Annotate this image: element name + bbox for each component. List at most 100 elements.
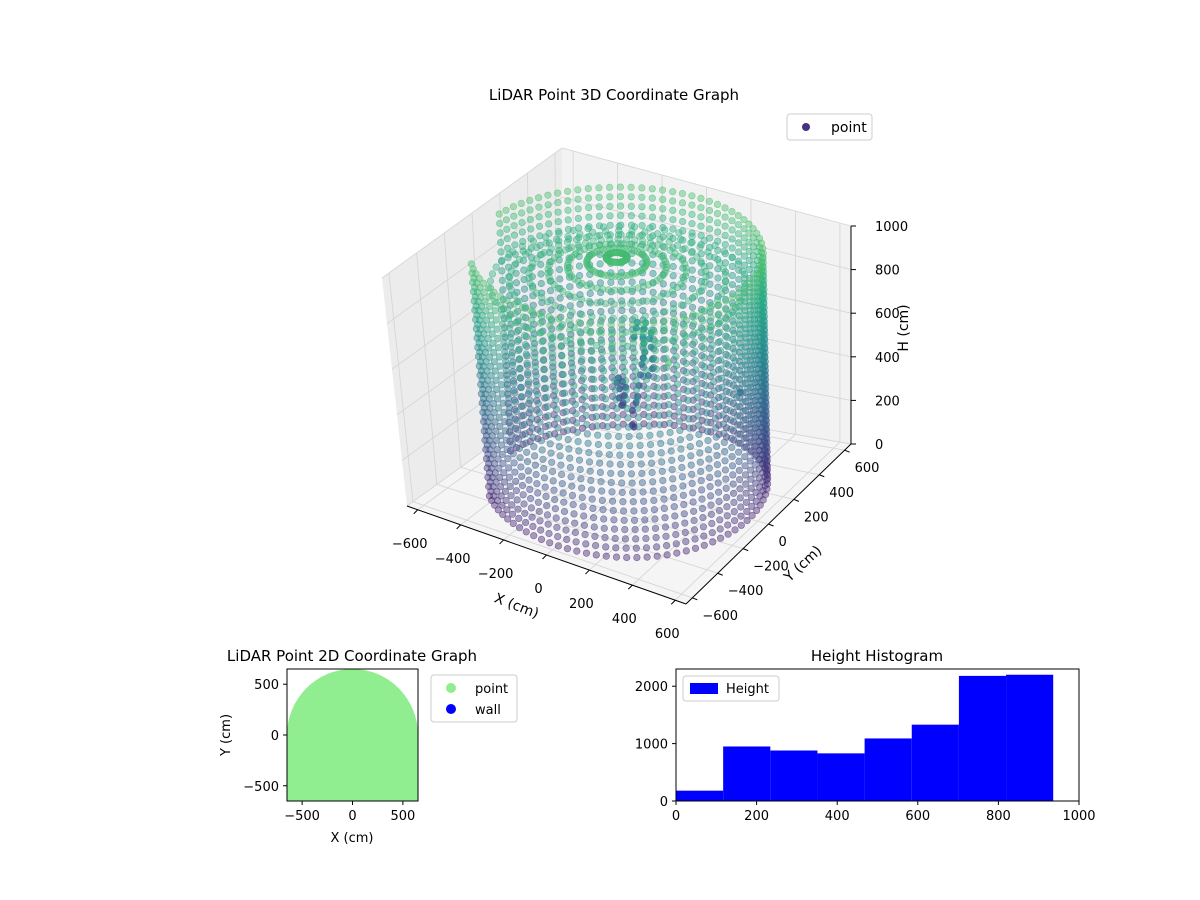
wall-point [634,404,642,412]
wall-point [642,376,651,384]
wall-point [544,210,553,218]
floor-point [604,286,613,294]
y-tick-label-5: 400 [829,486,854,501]
wall-point [632,386,641,394]
wall-point [475,274,483,283]
wall-point [627,183,635,191]
wall-point [709,538,717,546]
legend-label-point: point [831,120,867,136]
wall-point [569,501,577,509]
wall-point [608,402,617,410]
wall-point [762,431,770,439]
wall-point [707,313,715,322]
wall-point [700,541,708,549]
wall-point [648,185,656,193]
y-tick-label-0: 0 [660,795,668,810]
wall-point [728,244,736,252]
wall-point [602,552,610,560]
floor-point [529,284,537,292]
floor-point [542,239,550,247]
floor-point [587,283,596,291]
wall-point [759,249,767,257]
wall-point [659,214,667,222]
wall-point [584,185,592,193]
wall-point [637,460,645,468]
wall-point [600,376,608,384]
y-tick-label-0: −500 [243,780,279,795]
wall-point [492,316,500,324]
floor-point [578,279,586,288]
wall-point [659,280,667,288]
wall-point [760,427,768,435]
wall-point [569,426,577,434]
wall-point [724,530,732,538]
wall-point [669,290,677,299]
wall-point [641,357,650,365]
wall-point [732,384,740,392]
wall-point [669,253,677,261]
wall-grid-z-4 [386,196,852,324]
wall-point [630,507,638,515]
wall-point [524,371,532,379]
wall-point [546,539,554,547]
wall-point [493,487,501,496]
wall-point [576,465,584,474]
wall-point [679,348,688,356]
wall-point [580,383,588,392]
chart-3d-axes: −600−400−2000200400600−600−400−200020040… [392,220,908,642]
wall-point [512,477,520,486]
x-tick-label-1: 0 [348,809,356,824]
wall-point [729,471,737,479]
wall-point [722,493,731,502]
floor-point [630,223,639,231]
wall-point [706,363,715,371]
wall-point [499,329,507,338]
wall-point [706,304,715,312]
wall-point [653,552,661,560]
wall-point [698,379,706,388]
wall-point [559,489,567,497]
wall-point [484,284,492,292]
floor-point [578,310,586,319]
wall-point [589,504,597,513]
wall-point [560,498,568,506]
wall-point [519,411,528,419]
wall-point [526,196,534,204]
wall-point [517,383,525,392]
wall-point [736,316,744,324]
wall-point [482,399,491,407]
wall-point [608,497,617,505]
floor-point [665,232,674,240]
wall-point [518,304,527,312]
wall-point [554,199,562,207]
floor-point [574,241,582,249]
wall-point [624,423,633,431]
wall-point [688,285,697,293]
wall-point [504,306,512,314]
wall-point [509,450,517,458]
wall-point [645,422,653,430]
wall-point [749,407,758,415]
wall-point [750,443,759,451]
wall-point [688,479,696,488]
wall-point [598,374,606,382]
wall-point [638,222,646,230]
wall-point [721,204,729,212]
wall-point [477,334,485,343]
wall-point [706,289,714,298]
wall-point [537,427,545,436]
wall-point [554,208,562,216]
wall-point [707,419,715,427]
wall-point [713,200,722,208]
wall-point [724,521,732,529]
wall-point [678,217,687,226]
floor-point [673,241,682,249]
floor-point [588,312,596,321]
wall-point [567,473,575,481]
wall-point [680,313,688,321]
x-tick-label-4: 800 [986,809,1011,824]
wall-point [702,390,710,399]
floor-point [576,230,584,238]
wall-point [595,212,604,220]
wall-point [563,187,572,195]
